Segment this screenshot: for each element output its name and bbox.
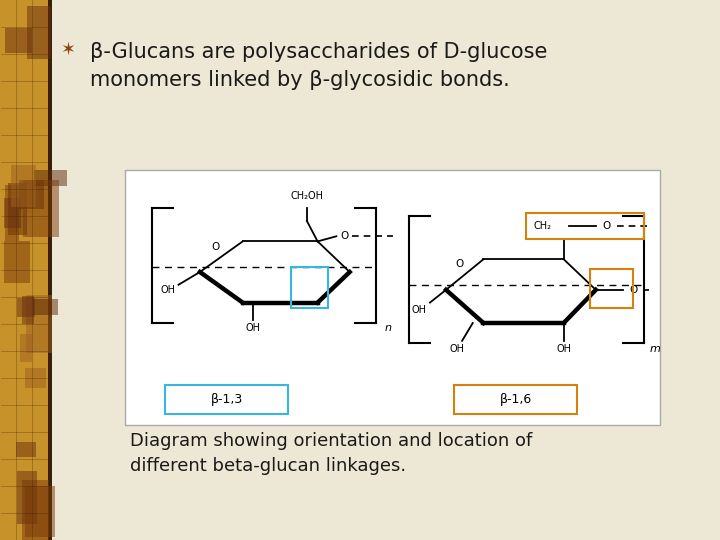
- Bar: [0, 0, 52, 540]
- Text: O: O: [341, 231, 348, 241]
- Bar: [526, 213, 644, 239]
- Text: O: O: [455, 259, 464, 269]
- Text: CH₂: CH₂: [534, 221, 552, 231]
- Text: β-Glucans are polysaccharides of D-glucose
monomers linked by β-glycosidic bonds: β-Glucans are polysaccharides of D-gluco…: [90, 42, 547, 90]
- Bar: [17, 298, 35, 317]
- Bar: [48, 0, 52, 540]
- Text: ✶: ✶: [60, 41, 76, 59]
- Text: CH₂OH: CH₂OH: [290, 191, 323, 200]
- Bar: [24, 368, 46, 388]
- Text: OH: OH: [161, 285, 175, 295]
- Text: n: n: [384, 323, 392, 333]
- Bar: [33, 299, 58, 315]
- Bar: [22, 480, 49, 539]
- Bar: [590, 269, 634, 308]
- Bar: [26, 295, 52, 353]
- Bar: [25, 485, 55, 537]
- FancyBboxPatch shape: [454, 386, 577, 414]
- Text: OH: OH: [412, 305, 427, 315]
- Bar: [19, 180, 44, 209]
- Bar: [5, 28, 32, 53]
- Text: O: O: [212, 241, 220, 252]
- Text: O: O: [629, 285, 637, 295]
- Bar: [11, 165, 36, 207]
- Bar: [291, 267, 328, 308]
- Text: O: O: [603, 221, 611, 231]
- Bar: [20, 334, 32, 362]
- Text: β-1,3: β-1,3: [210, 393, 243, 406]
- Text: m: m: [649, 343, 660, 354]
- Bar: [5, 185, 19, 241]
- Text: OH: OH: [246, 323, 261, 333]
- Bar: [17, 471, 37, 524]
- Bar: [24, 180, 59, 237]
- Text: OH: OH: [557, 343, 571, 354]
- Text: OH: OH: [449, 343, 464, 354]
- Bar: [27, 6, 51, 59]
- Bar: [125, 170, 660, 425]
- Text: β-1,6: β-1,6: [500, 393, 531, 406]
- Bar: [4, 199, 22, 228]
- Text: Diagram showing orientation and location of
different beta-glucan linkages.: Diagram showing orientation and location…: [130, 432, 532, 475]
- Bar: [34, 170, 67, 186]
- FancyBboxPatch shape: [165, 386, 288, 414]
- Bar: [16, 442, 36, 457]
- Bar: [22, 296, 35, 324]
- Bar: [4, 241, 30, 283]
- Bar: [8, 183, 27, 235]
